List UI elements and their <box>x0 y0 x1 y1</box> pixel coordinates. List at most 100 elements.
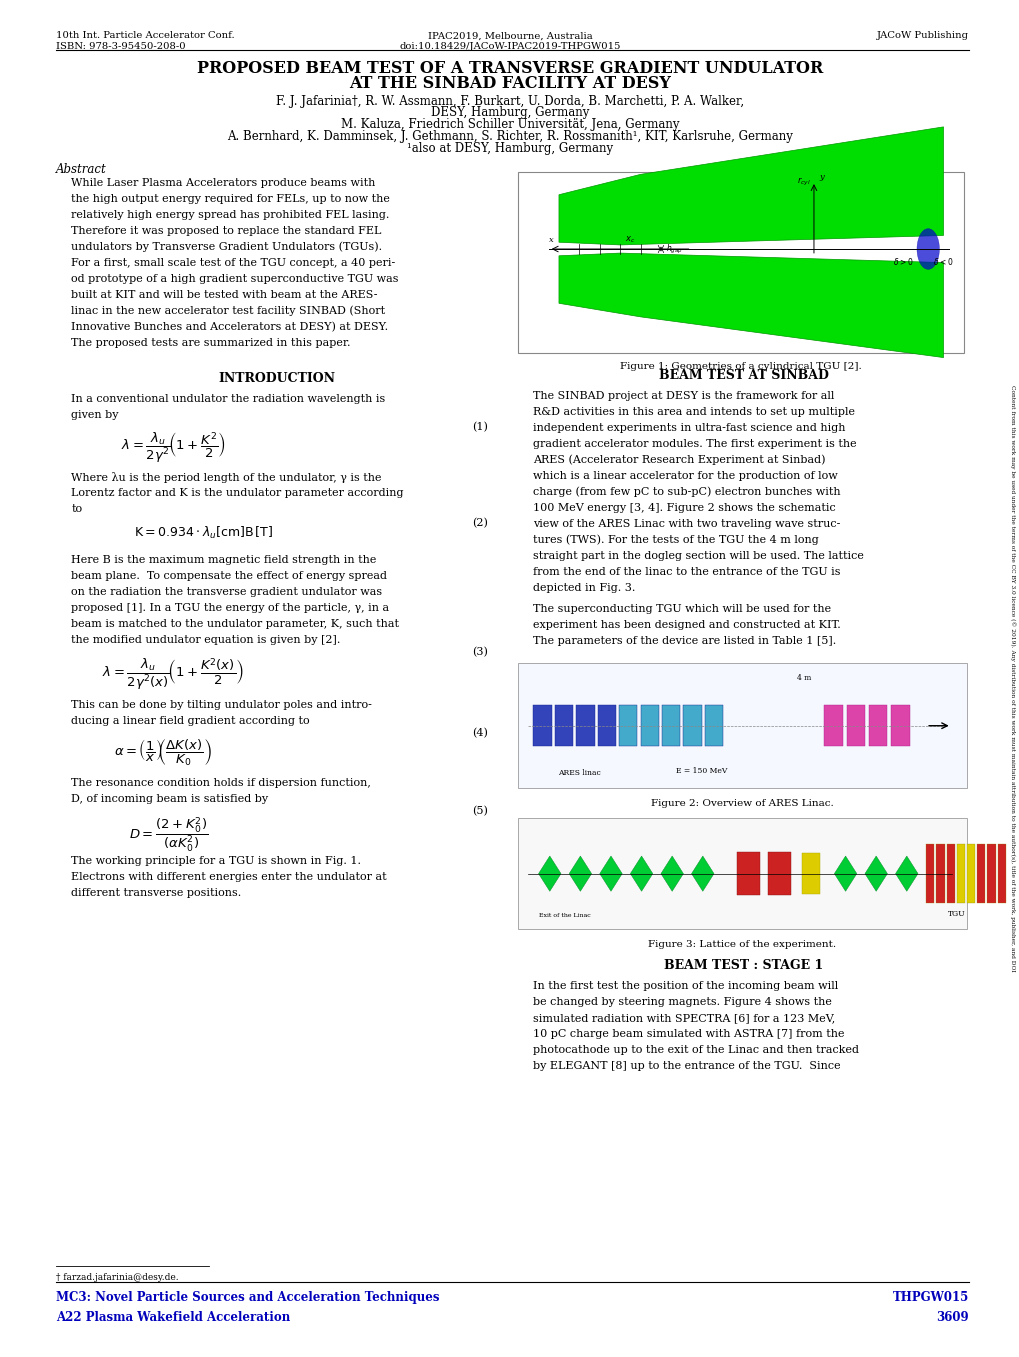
Text: simulated radiation with SPECTRA [6] for a 123 MeV,: simulated radiation with SPECTRA [6] for… <box>533 1012 835 1023</box>
Text: linac in the new accelerator test facility SINBAD (Short: linac in the new accelerator test facili… <box>71 305 385 316</box>
Text: The SINBAD project at DESY is the framework for all: The SINBAD project at DESY is the framew… <box>533 391 834 400</box>
Text: For a first, small scale test of the TGU concept, a 40 peri-: For a first, small scale test of the TGU… <box>71 258 395 267</box>
Text: Figure 2: Overview of ARES Linac.: Figure 2: Overview of ARES Linac. <box>650 799 834 807</box>
Text: Innovative Bunches and Accelerators at DESY) at DESY.: Innovative Bunches and Accelerators at D… <box>71 322 388 332</box>
Text: undulators by Transverse Gradient Undulators (TGUs).: undulators by Transverse Gradient Undula… <box>71 242 382 252</box>
Text: $\delta>0$: $\delta>0$ <box>892 255 912 267</box>
Text: from the end of the linac to the entrance of the TGU is: from the end of the linac to the entranc… <box>533 567 840 577</box>
Bar <box>956 844 964 904</box>
Text: 10th Int. Particle Accelerator Conf.: 10th Int. Particle Accelerator Conf. <box>56 31 234 41</box>
Text: Figure 1: Geometries of a cylindrical TGU [2].: Figure 1: Geometries of a cylindrical TG… <box>620 362 861 372</box>
Text: depicted in Fig. 3.: depicted in Fig. 3. <box>533 584 635 593</box>
Text: E = 150 MeV: E = 150 MeV <box>676 767 727 775</box>
Text: 4 m: 4 m <box>796 674 810 683</box>
Bar <box>846 706 864 746</box>
Text: Here B is the maximum magnetic field strength in the: Here B is the maximum magnetic field str… <box>71 555 376 565</box>
Text: (3): (3) <box>471 647 487 657</box>
Bar <box>868 706 887 746</box>
Text: photocathode up to the exit of the Linac and then tracked: photocathode up to the exit of the Linac… <box>533 1045 859 1054</box>
Polygon shape <box>691 856 713 892</box>
Bar <box>986 844 995 904</box>
Text: experiment has been designed and constructed at KIT.: experiment has been designed and constru… <box>533 620 841 631</box>
Bar <box>891 706 909 746</box>
Text: $h_{gap}$: $h_{gap}$ <box>665 243 682 255</box>
Text: (1): (1) <box>471 422 487 432</box>
Bar <box>619 706 637 746</box>
Text: A22 Plasma Wakefield Acceleration: A22 Plasma Wakefield Acceleration <box>56 1311 290 1324</box>
Ellipse shape <box>916 228 938 269</box>
Polygon shape <box>630 856 652 892</box>
Bar <box>925 844 933 904</box>
Text: tures (TWS). For the tests of the TGU the 4 m long: tures (TWS). For the tests of the TGU th… <box>533 535 818 546</box>
Bar <box>640 706 658 746</box>
Text: In the first test the position of the incoming beam will: In the first test the position of the in… <box>533 981 838 991</box>
Text: THPGW015: THPGW015 <box>892 1291 968 1304</box>
Bar <box>518 818 966 930</box>
Text: The resonance condition holds if dispersion function,: The resonance condition holds if dispers… <box>71 778 371 788</box>
Bar <box>976 844 984 904</box>
Text: The parameters of the device are listed in Table 1 [5].: The parameters of the device are listed … <box>533 636 836 646</box>
Text: In a conventional undulator the radiation wavelength is: In a conventional undulator the radiatio… <box>71 394 385 403</box>
Polygon shape <box>569 856 591 892</box>
Text: ISBN: 978-3-95450-208-0: ISBN: 978-3-95450-208-0 <box>56 42 185 52</box>
Text: gradient accelerator modules. The first experiment is the: gradient accelerator modules. The first … <box>533 438 856 449</box>
Text: M. Kaluza, Friedrich Schiller Universität, Jena, Germany: M. Kaluza, Friedrich Schiller Universitä… <box>340 118 679 132</box>
Bar <box>966 844 974 904</box>
Bar <box>823 706 842 746</box>
Text: on the radiation the transverse gradient undulator was: on the radiation the transverse gradient… <box>71 588 382 597</box>
Text: to: to <box>71 503 83 514</box>
Bar <box>683 706 701 746</box>
Bar <box>737 852 759 896</box>
Text: R&D activities in this area and intends to set up multiple: R&D activities in this area and intends … <box>533 407 855 417</box>
Text: beam plane.  To compensate the effect of energy spread: beam plane. To compensate the effect of … <box>71 571 387 581</box>
Text: relatively high energy spread has prohibited FEL lasing.: relatively high energy spread has prohib… <box>71 210 389 220</box>
Text: $\lambda = \dfrac{\lambda_u}{2\gamma^2}\!\left(1 + \dfrac{K^2}{2}\right)$: $\lambda = \dfrac{\lambda_u}{2\gamma^2}\… <box>120 432 226 465</box>
Text: ¹also at DESY, Hamburg, Germany: ¹also at DESY, Hamburg, Germany <box>407 142 612 156</box>
Polygon shape <box>558 252 943 357</box>
Text: F. J. Jafarinia†, R. W. Assmann, F. Burkart, U. Dorda, B. Marchetti, P. A. Walke: F. J. Jafarinia†, R. W. Assmann, F. Burk… <box>276 95 743 109</box>
Bar <box>767 852 790 896</box>
Text: The proposed tests are summarized in this paper.: The proposed tests are summarized in thi… <box>71 338 351 347</box>
Bar <box>997 844 1005 904</box>
Text: D, of incoming beam is satisfied by: D, of incoming beam is satisfied by <box>71 794 268 805</box>
Bar <box>518 172 963 353</box>
Text: The superconducting TGU which will be used for the: The superconducting TGU which will be us… <box>533 604 830 615</box>
Text: Content from this work may be used under the terms of the CC BY 3.0 licence (© 2: Content from this work may be used under… <box>1009 385 1015 972</box>
Bar <box>661 706 680 746</box>
Text: (2): (2) <box>471 518 487 529</box>
Polygon shape <box>558 128 943 244</box>
Bar <box>554 706 573 746</box>
Text: charge (from few pC to sub-pC) electron bunches with: charge (from few pC to sub-pC) electron … <box>533 487 841 498</box>
Bar <box>704 706 722 746</box>
Text: † farzad.jafarinia@desy.de.: † farzad.jafarinia@desy.de. <box>56 1273 178 1282</box>
Text: Where λu is the period length of the undulator, γ is the: Where λu is the period length of the und… <box>71 472 381 483</box>
Text: Abstract: Abstract <box>56 163 107 176</box>
Text: od prototype of a high gradient superconductive TGU was: od prototype of a high gradient supercon… <box>71 274 398 284</box>
Bar <box>576 706 594 746</box>
Text: PROPOSED BEAM TEST OF A TRANSVERSE GRADIENT UNDULATOR: PROPOSED BEAM TEST OF A TRANSVERSE GRADI… <box>197 60 822 77</box>
Polygon shape <box>864 856 887 892</box>
Polygon shape <box>895 856 917 892</box>
Polygon shape <box>834 856 856 892</box>
Text: x: x <box>548 236 553 244</box>
Text: the high output energy required for FELs, up to now the: the high output energy required for FELs… <box>71 194 390 204</box>
Text: IPAC2019, Melbourne, Australia: IPAC2019, Melbourne, Australia <box>427 31 592 41</box>
Text: BEAM TEST AT SINBAD: BEAM TEST AT SINBAD <box>658 369 827 383</box>
Text: view of the ARES Linac with two traveling wave struc-: view of the ARES Linac with two travelin… <box>533 518 840 529</box>
Text: ARES linac: ARES linac <box>557 769 600 778</box>
Text: the modified undulator equation is given by [2].: the modified undulator equation is given… <box>71 635 340 645</box>
Text: $D = \dfrac{(2 + K_0^2)}{(\alpha K_0^2)}$: $D = \dfrac{(2 + K_0^2)}{(\alpha K_0^2)}… <box>128 816 208 855</box>
Text: Therefore it was proposed to replace the standard FEL: Therefore it was proposed to replace the… <box>71 225 381 236</box>
Text: $\lambda = \dfrac{\lambda_u}{2\gamma^2(x)}\!\left(1 + \dfrac{K^2(x)}{2}\right)$: $\lambda = \dfrac{\lambda_u}{2\gamma^2(x… <box>102 657 245 692</box>
Bar <box>597 706 615 746</box>
Text: 10 pC charge beam simulated with ASTRA [7] from the: 10 pC charge beam simulated with ASTRA [… <box>533 1029 844 1039</box>
Text: $\alpha = \left(\dfrac{1}{x}\right)\!\!\left(\dfrac{\Delta K(x)}{K_0}\right)$: $\alpha = \left(\dfrac{1}{x}\right)\!\!\… <box>114 737 212 768</box>
Text: BEAM TEST : STAGE 1: BEAM TEST : STAGE 1 <box>663 959 822 972</box>
Text: 100 MeV energy [3, 4]. Figure 2 shows the schematic: 100 MeV energy [3, 4]. Figure 2 shows th… <box>533 503 836 513</box>
Text: doi:10.18429/JACoW-IPAC2019-THPGW015: doi:10.18429/JACoW-IPAC2019-THPGW015 <box>398 42 621 52</box>
Bar <box>946 844 954 904</box>
Bar <box>801 854 819 894</box>
Text: Exit of the Linac: Exit of the Linac <box>538 913 590 919</box>
Bar <box>533 706 551 746</box>
Text: INTRODUCTION: INTRODUCTION <box>218 372 335 385</box>
